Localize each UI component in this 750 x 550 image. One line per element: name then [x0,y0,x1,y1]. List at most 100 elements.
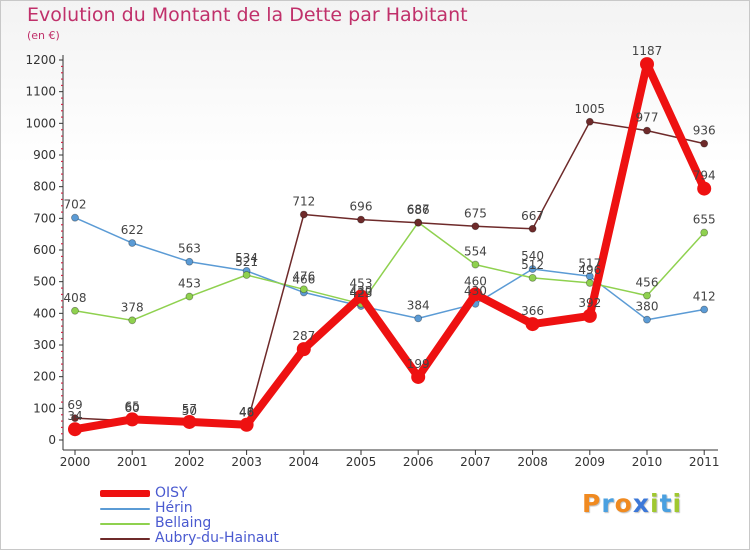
x-tick-label: 2004 [289,455,320,469]
y-tick-label: 1200 [25,53,56,67]
y-minor-tick [61,65,63,68]
data-label-aubry-du-hainaut: 69 [67,398,82,412]
data-point-oisy [582,308,597,323]
data-label-oisy: 1187 [632,44,663,58]
y-minor-tick [61,230,63,232]
data-label-oisy: 287 [292,329,315,343]
data-point-bellaing [299,285,308,294]
data-label-aubry-du-hainaut: 712 [292,195,315,209]
y-tick-label: 1100 [25,85,56,99]
y-tick-label: 0 [48,433,56,447]
data-point-aubry-du-hainaut [528,224,537,233]
y-minor-tick [61,363,63,365]
data-point-bellaing [471,260,480,269]
y-minor-tick [61,262,63,264]
logo-letter: r [601,489,615,518]
legend-label: OISY [155,485,188,501]
y-tick-label: 400 [33,306,56,320]
y-minor-tick [61,135,63,137]
data-point-aubry-du-hainaut [585,117,594,126]
data-label-herin: 430 [464,284,487,298]
data-point-herin [185,257,194,266]
y-minor-tick [61,205,63,207]
x-tick-label: 2001 [117,455,148,469]
data-point-oisy [468,287,483,302]
y-tick-label: 300 [33,338,56,352]
y-minor-tick [61,426,63,429]
y-minor-tick [61,72,63,74]
y-minor-tick [61,401,63,403]
y-minor-tick [61,243,63,245]
data-label-herin: 423 [350,286,373,300]
data-point-oisy [68,422,82,437]
logo-letter: i [672,489,683,518]
y-minor-tick [61,179,63,182]
y-minor-tick [61,78,63,80]
data-point-aubry-du-hainaut [700,139,709,148]
data-label-oisy: 34 [67,409,82,423]
data-point-oisy [239,417,254,432]
data-point-aubry-du-hainaut [471,222,480,231]
data-point-bellaing [128,316,137,325]
data-label-bellaing: 496 [578,263,601,277]
y-minor-tick [61,357,63,359]
y-minor-tick [61,338,63,340]
y-tick-label: 1000 [25,116,56,130]
point-labels: 702 622 563 534 466 423 384 430 540 517 380 412 408 3… [64,44,716,423]
y-minor-tick [61,148,63,150]
y-minor-tick [61,211,63,213]
data-point-bellaing [71,306,79,315]
data-point-herin [128,239,137,247]
data-label-bellaing: 453 [178,277,201,291]
data-label-aubry-du-hainaut: 936 [693,124,716,138]
data-label-aubry-du-hainaut: 667 [521,209,544,223]
y-minor-tick [61,420,63,422]
data-label-herin: 534 [235,251,258,265]
y-tick-label: 200 [33,370,56,384]
proxiti-logo: Proxiti [582,489,682,518]
y-minor-tick [61,319,63,321]
legend-swatch [100,508,150,510]
series-line-aubry-du-hainaut [74,121,705,427]
data-point-aubry-du-hainaut [414,218,423,227]
y-minor-tick [61,192,63,194]
y-minor-tick [61,331,63,334]
data-label-herin: 540 [521,249,544,263]
data-label-herin: 563 [178,242,201,256]
data-point-bellaing [700,228,709,237]
data-label-oisy: 453 [350,277,373,291]
data-label-bellaing: 521 [235,255,258,269]
data-point-herin [700,305,709,314]
y-minor-tick [61,369,63,372]
y-minor-tick [61,84,63,87]
data-point-oisy [411,369,426,384]
data-point-herin [643,315,651,324]
data-point-bellaing [643,291,651,300]
y-minor-tick [61,325,63,327]
data-label-oisy: 48 [239,405,254,419]
y-minor-tick [61,268,63,270]
data-label-bellaing: 456 [636,276,659,290]
x-tick-label: 2008 [517,455,548,469]
logo-letter: P [582,489,602,518]
data-label-herin: 380 [636,300,659,314]
data-label-bellaing: 408 [64,291,87,305]
data-point-bellaing [585,279,594,287]
y-minor-tick [61,293,63,296]
y-minor-tick [61,141,63,144]
data-point-aubry-du-hainaut [299,210,308,219]
y-tick-label: 900 [33,148,56,162]
y-tick-label: 500 [33,275,56,289]
y-minor-tick [61,97,63,99]
data-label-aubry-du-hainaut: 60 [125,401,140,415]
y-minor-tick [61,167,63,169]
data-label-oisy: 199 [407,357,430,371]
x-tick-label: 2000 [60,455,91,469]
data-label-aubry-du-hainaut: 675 [464,206,487,220]
data-point-oisy [354,289,368,304]
data-label-herin: 466 [292,272,315,286]
data-label-bellaing: 687 [407,202,430,216]
logo-letter: x [632,489,650,518]
legend-label: Hérin [155,500,193,516]
